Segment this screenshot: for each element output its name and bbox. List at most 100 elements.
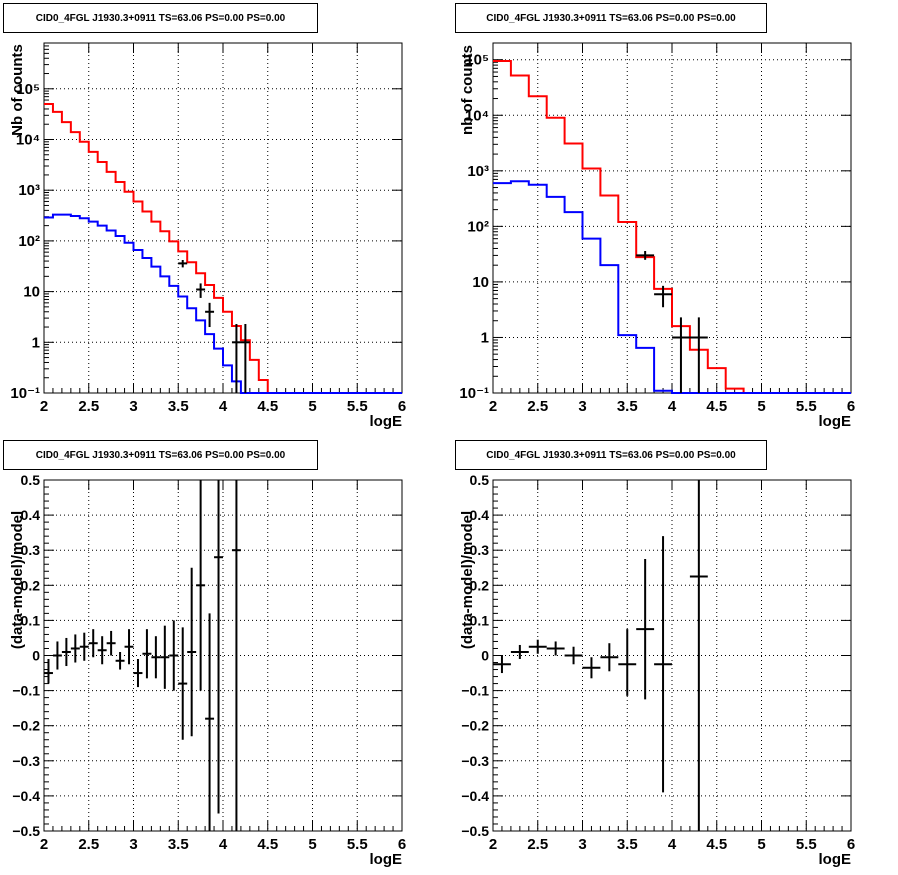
x-tick-label: 3 <box>129 398 137 415</box>
component-histogram <box>493 180 851 394</box>
y-tick-label: 0.4 <box>21 507 41 523</box>
data-point <box>240 323 250 393</box>
data-point <box>618 629 637 696</box>
data-point <box>205 302 215 328</box>
data-point <box>231 323 241 393</box>
data-point <box>61 637 71 667</box>
y-tick-label: 0.2 <box>21 577 41 593</box>
x-tick-label: 2.5 <box>527 836 548 853</box>
y-tick-label: 10⁻¹ <box>10 385 40 402</box>
x-tick-label: 5 <box>757 398 765 415</box>
x-tick-label: 2 <box>40 836 48 853</box>
data-point <box>178 627 188 740</box>
data-point <box>79 632 89 661</box>
y-tick-label: −0.1 <box>461 683 489 699</box>
x-tick-label: 4.5 <box>706 398 727 415</box>
y-axis-title: (data-model)/model <box>9 511 26 649</box>
x-tick-label: 5 <box>757 836 765 853</box>
y-tick-label: 10⁴ <box>465 107 489 124</box>
data-point <box>582 657 601 679</box>
data-point <box>493 655 511 674</box>
data-point <box>70 634 80 663</box>
x-tick-label: 4 <box>668 398 677 415</box>
data-point <box>214 480 223 814</box>
x-tick-label: 4.5 <box>257 398 278 415</box>
x-tick-label: 3.5 <box>617 398 638 415</box>
y-tick-label: 0.4 <box>470 507 490 523</box>
x-tick-label: 3 <box>129 836 137 853</box>
x-tick-label: 5 <box>308 836 316 853</box>
x-tick-label: 2.5 <box>78 398 99 415</box>
y-tick-label: −0.1 <box>12 683 40 699</box>
x-tick-label: 6 <box>847 398 855 415</box>
data-point <box>546 641 565 656</box>
x-tick-label: 5.5 <box>347 398 368 415</box>
data-point <box>689 480 708 831</box>
y-tick-label: −0.4 <box>12 788 40 804</box>
panel-residuals-coarse: CID0_4FGL J1930.3+0911 TS=63.06 PS=0.00 … <box>449 437 898 874</box>
y-tick-label: 1 <box>32 334 40 351</box>
data-point <box>133 659 143 688</box>
data-point <box>97 636 107 665</box>
y-tick-label: 0 <box>32 648 40 664</box>
x-axis-title: logE <box>819 413 852 430</box>
data-point <box>142 629 152 679</box>
y-tick-label: −0.5 <box>461 823 489 839</box>
chart-residuals-fine: 2 2.5 3 3.5 4 4.5 5 5.5 6 −0.5 −0.4 −0.3 −0.2 −0.1 0 0.… <box>9 472 406 868</box>
data-point <box>600 643 619 672</box>
x-tick-label: 3.5 <box>168 836 189 853</box>
y-tick-label: 0.2 <box>470 577 490 593</box>
y-tick-label: 10⁵ <box>465 52 489 69</box>
data-point <box>196 480 206 691</box>
x-tick-label: 2.5 <box>78 836 99 853</box>
x-tick-label: 3 <box>578 398 586 415</box>
y-axis-title: Nb of counts <box>9 44 26 136</box>
data-point <box>44 659 53 684</box>
y-tick-label: 1 <box>481 329 489 346</box>
component-histogram <box>44 213 402 394</box>
grid <box>43 479 403 832</box>
x-tick-label: 6 <box>398 398 406 415</box>
data-point <box>52 641 62 670</box>
x-axis-title: logE <box>370 413 403 430</box>
y-tick-label: 10² <box>467 218 489 235</box>
data-point <box>636 251 655 260</box>
data-point <box>654 536 672 793</box>
y-tick-label: 0.3 <box>21 542 41 558</box>
chart-residuals-coarse: 2 2.5 3 3.5 4 4.5 5 5.5 6 −0.5 −0.4 −0.3 −0.2 −0.1 0 0.… <box>459 472 855 868</box>
y-tick-label: 0.1 <box>21 612 41 628</box>
panel-counts-fine: CID0_4FGL J1930.3+0911 TS=63.06 PS=0.00 … <box>0 0 449 437</box>
x-tick-label: 4 <box>219 836 228 853</box>
data-point <box>689 317 708 393</box>
data-point <box>528 639 547 654</box>
y-tick-label: −0.5 <box>12 823 40 839</box>
data-point <box>106 630 116 656</box>
data-point <box>205 613 215 831</box>
data-point <box>672 317 690 393</box>
x-tick-label: 4.5 <box>257 836 278 853</box>
y-tick-label: 10 <box>472 274 489 291</box>
x-tick-label: 5 <box>308 398 316 415</box>
panel-title: CID0_4FGL J1930.3+0911 TS=63.06 PS=0.00 … <box>3 3 318 33</box>
data-point <box>636 558 655 700</box>
y-tick-label: −0.3 <box>461 753 489 769</box>
y-tick-label: 10³ <box>467 163 489 180</box>
y-tick-label: 0.5 <box>21 472 41 488</box>
panel-title: CID0_4FGL J1930.3+0911 TS=63.06 PS=0.00 … <box>3 440 318 470</box>
x-tick-label: 6 <box>398 836 406 853</box>
y-axis-title: nb of counts <box>459 45 476 135</box>
panel-residuals-fine: CID0_4FGL J1930.3+0911 TS=63.06 PS=0.00 … <box>0 437 449 874</box>
data-point <box>160 625 170 689</box>
x-tick-label: 5.5 <box>796 398 817 415</box>
data-point <box>124 629 134 665</box>
x-tick-label: 5.5 <box>347 836 368 853</box>
data-point <box>231 480 241 831</box>
y-tick-label: 0.1 <box>470 612 490 628</box>
data-point <box>196 283 206 298</box>
y-tick-label: 10² <box>18 233 40 250</box>
y-tick-label: −0.3 <box>12 753 40 769</box>
panel-counts-coarse: CID0_4FGL J1930.3+0911 TS=63.06 PS=0.00 … <box>449 0 898 437</box>
y-tick-label: 0.3 <box>470 542 490 558</box>
y-tick-label: 10⁻¹ <box>459 385 489 402</box>
data-point <box>115 651 125 670</box>
